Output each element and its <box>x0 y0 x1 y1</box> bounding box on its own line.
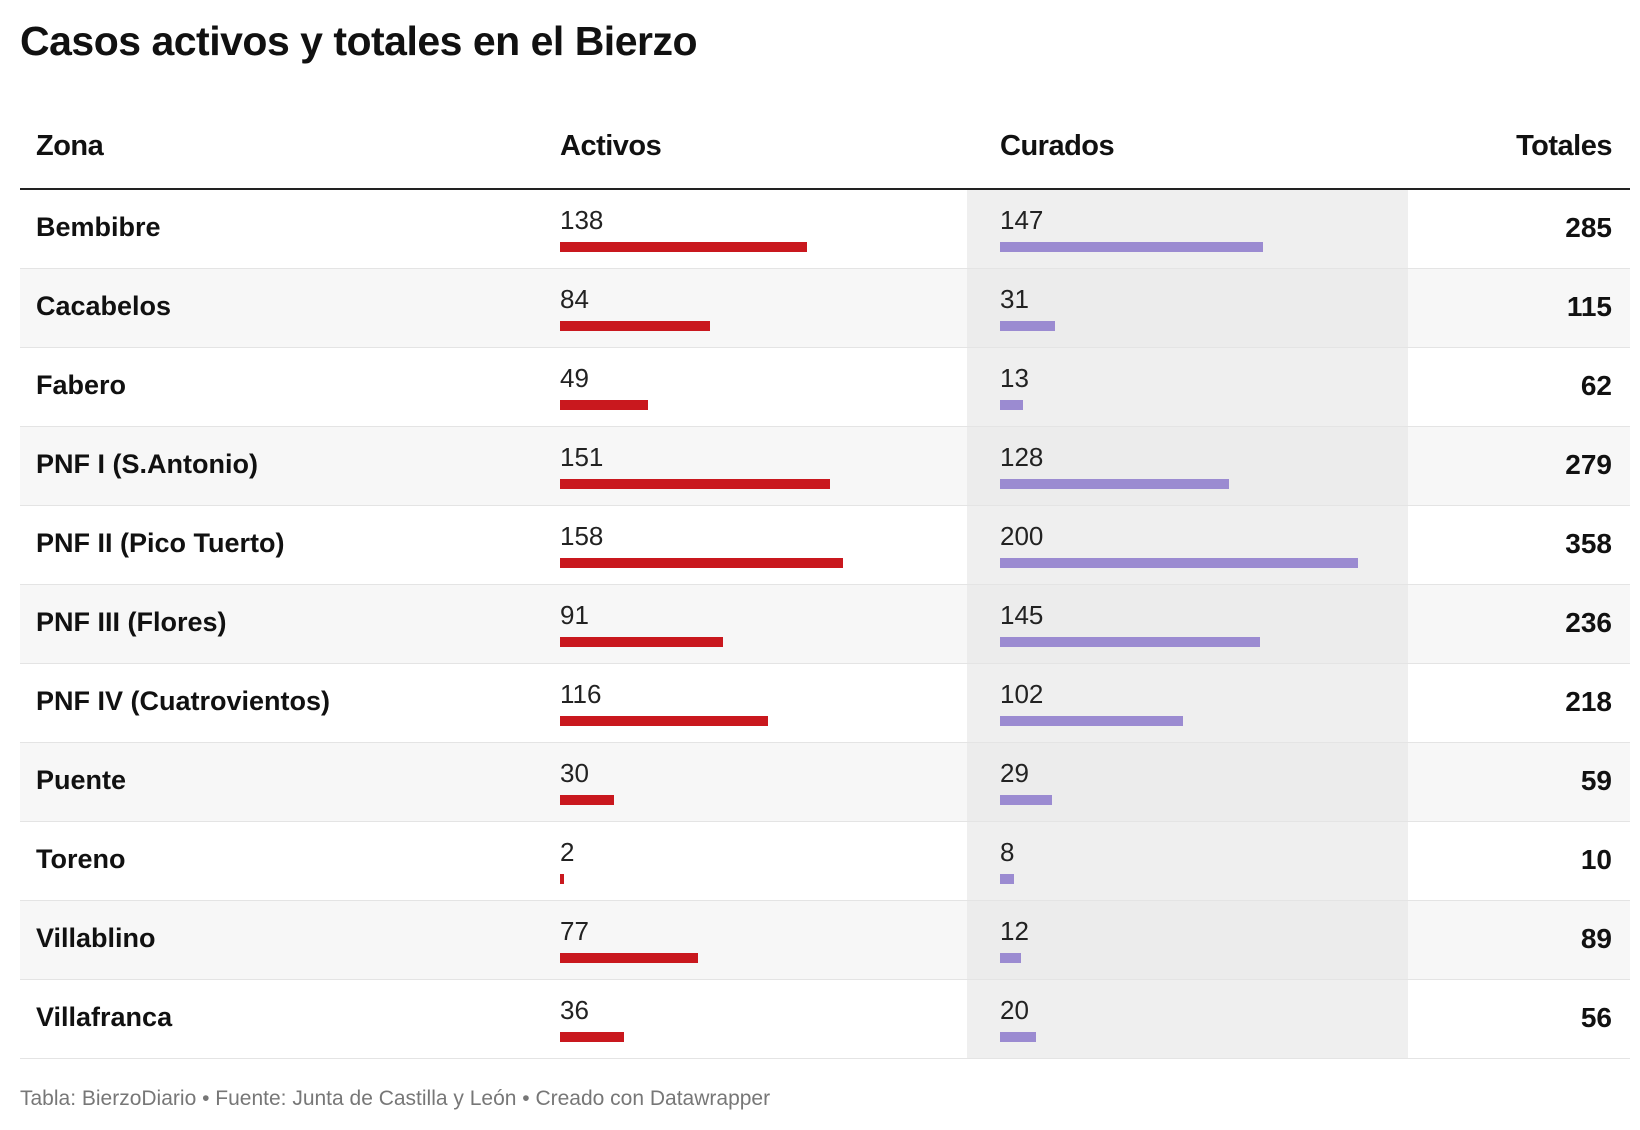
curados-column-shade <box>967 822 1408 900</box>
totales-value: 358 <box>1565 528 1612 559</box>
curados-value: 200 <box>1000 521 1044 551</box>
activos-bar <box>560 242 808 252</box>
totales-value: 89 <box>1580 923 1612 954</box>
activos-value: 138 <box>560 205 604 235</box>
totales-value: 56 <box>1580 1002 1612 1033</box>
curados-value: 102 <box>1000 679 1044 709</box>
zona-cell: Toreno <box>36 844 126 874</box>
curados-value: 145 <box>1000 600 1044 630</box>
curados-bar <box>1000 874 1015 884</box>
zona-cell: PNF IV (Cuatrovientos) <box>36 686 331 716</box>
curados-value: 29 <box>1000 758 1029 788</box>
curados-bar <box>1000 558 1358 568</box>
zona-cell: Villablino <box>36 923 156 953</box>
totales-value: 10 <box>1580 844 1612 875</box>
table-row: PNF II (Pico Tuerto) 158 200 358 <box>20 506 1630 585</box>
header-totales[interactable]: Totales <box>1516 130 1612 162</box>
activos-value: 158 <box>560 521 604 551</box>
table-row: Villablino 77 12 89 <box>20 901 1630 980</box>
table-row: Villafranca 36 20 56 <box>20 980 1630 1059</box>
table-row: PNF IV (Cuatrovientos) 116 102 218 <box>20 664 1630 743</box>
totales-value: 59 <box>1580 765 1612 796</box>
activos-value: 77 <box>560 916 589 946</box>
table-row: Bembibre 138 147 285 <box>20 190 1630 269</box>
curados-bar <box>1000 242 1264 252</box>
curados-value: 31 <box>1000 284 1029 314</box>
totales-value: 236 <box>1565 607 1612 638</box>
zona-cell: Bembibre <box>36 212 161 242</box>
curados-value: 13 <box>1000 363 1029 393</box>
zona-cell: PNF I (S.Antonio) <box>36 449 258 479</box>
activos-value: 36 <box>560 995 589 1025</box>
activos-value: 116 <box>560 679 602 709</box>
activos-bar <box>560 795 614 805</box>
curados-bar <box>1000 953 1022 963</box>
curados-column-shade <box>967 585 1408 663</box>
curados-bar <box>1000 637 1260 647</box>
curados-column-shade <box>967 743 1408 821</box>
header-activos[interactable]: Activos <box>560 130 662 162</box>
activos-bar <box>560 558 843 568</box>
curados-bar <box>1000 1032 1036 1042</box>
header-zona[interactable]: Zona <box>36 130 104 162</box>
table-row: PNF I (S.Antonio) 151 128 279 <box>20 427 1630 506</box>
zona-cell: PNF III (Flores) <box>36 607 227 637</box>
curados-bar <box>1000 795 1052 805</box>
table-row: Fabero 49 13 62 <box>20 348 1630 427</box>
activos-value: 30 <box>560 758 589 788</box>
curados-column-shade <box>967 664 1408 742</box>
curados-value: 12 <box>1000 916 1029 946</box>
activos-value: 151 <box>560 442 604 472</box>
source-footer: Tabla: BierzoDiario • Fuente: Junta de C… <box>20 1087 771 1110</box>
curados-value: 147 <box>1000 205 1044 235</box>
curados-column-shade <box>967 348 1408 426</box>
zona-cell: Cacabelos <box>36 291 172 321</box>
curados-bar <box>1000 400 1024 410</box>
table-row: Puente 30 29 59 <box>20 743 1630 822</box>
activos-bar <box>560 400 648 410</box>
totales-value: 62 <box>1580 370 1612 401</box>
curados-value: 8 <box>1000 837 1015 867</box>
header-curados[interactable]: Curados <box>1000 130 1115 162</box>
curados-value: 128 <box>1000 442 1044 472</box>
curados-bar <box>1000 479 1230 489</box>
table-row: PNF III (Flores) 91 145 236 <box>20 585 1630 664</box>
table-row: Cacabelos 84 31 115 <box>20 269 1630 348</box>
activos-value: 49 <box>560 363 589 393</box>
activos-bar <box>560 479 831 489</box>
activos-value: 2 <box>560 837 575 867</box>
totales-value: 115 <box>1566 291 1612 322</box>
curados-column-shade <box>967 901 1408 979</box>
curados-value: 20 <box>1000 995 1029 1025</box>
table-row: Toreno 2 8 10 <box>20 822 1630 901</box>
chart-title: Casos activos y totales en el Bierzo <box>20 18 698 64</box>
activos-bar <box>560 1032 625 1042</box>
data-table: Zona Activos Curados Totales Bembibre 138… <box>20 110 1630 1059</box>
zona-cell: PNF II (Pico Tuerto) <box>36 528 285 558</box>
activos-bar <box>560 321 711 331</box>
curados-column-shade <box>967 506 1408 584</box>
curados-column-shade <box>967 269 1408 347</box>
totales-value: 279 <box>1565 449 1612 480</box>
activos-bar <box>560 874 564 884</box>
curados-bar <box>1000 321 1056 331</box>
activos-value: 84 <box>560 284 589 314</box>
zona-cell: Villafranca <box>36 1002 173 1032</box>
curados-column-shade <box>967 427 1408 505</box>
activos-bar <box>560 953 698 963</box>
curados-column-shade <box>967 190 1408 268</box>
totales-value: 218 <box>1565 686 1612 717</box>
totales-value: 285 <box>1565 212 1612 243</box>
table-header: Zona Activos Curados Totales <box>20 110 1630 190</box>
activos-bar <box>560 716 768 726</box>
activos-value: 91 <box>560 600 589 630</box>
curados-column-shade <box>967 980 1408 1058</box>
curados-bar <box>1000 716 1183 726</box>
table-body: Bembibre 138 147 285 Cacabelos 84 31 115 Fabero 4… <box>20 190 1630 1059</box>
zona-cell: Puente <box>36 765 127 795</box>
zona-cell: Fabero <box>36 370 127 400</box>
activos-bar <box>560 637 723 647</box>
